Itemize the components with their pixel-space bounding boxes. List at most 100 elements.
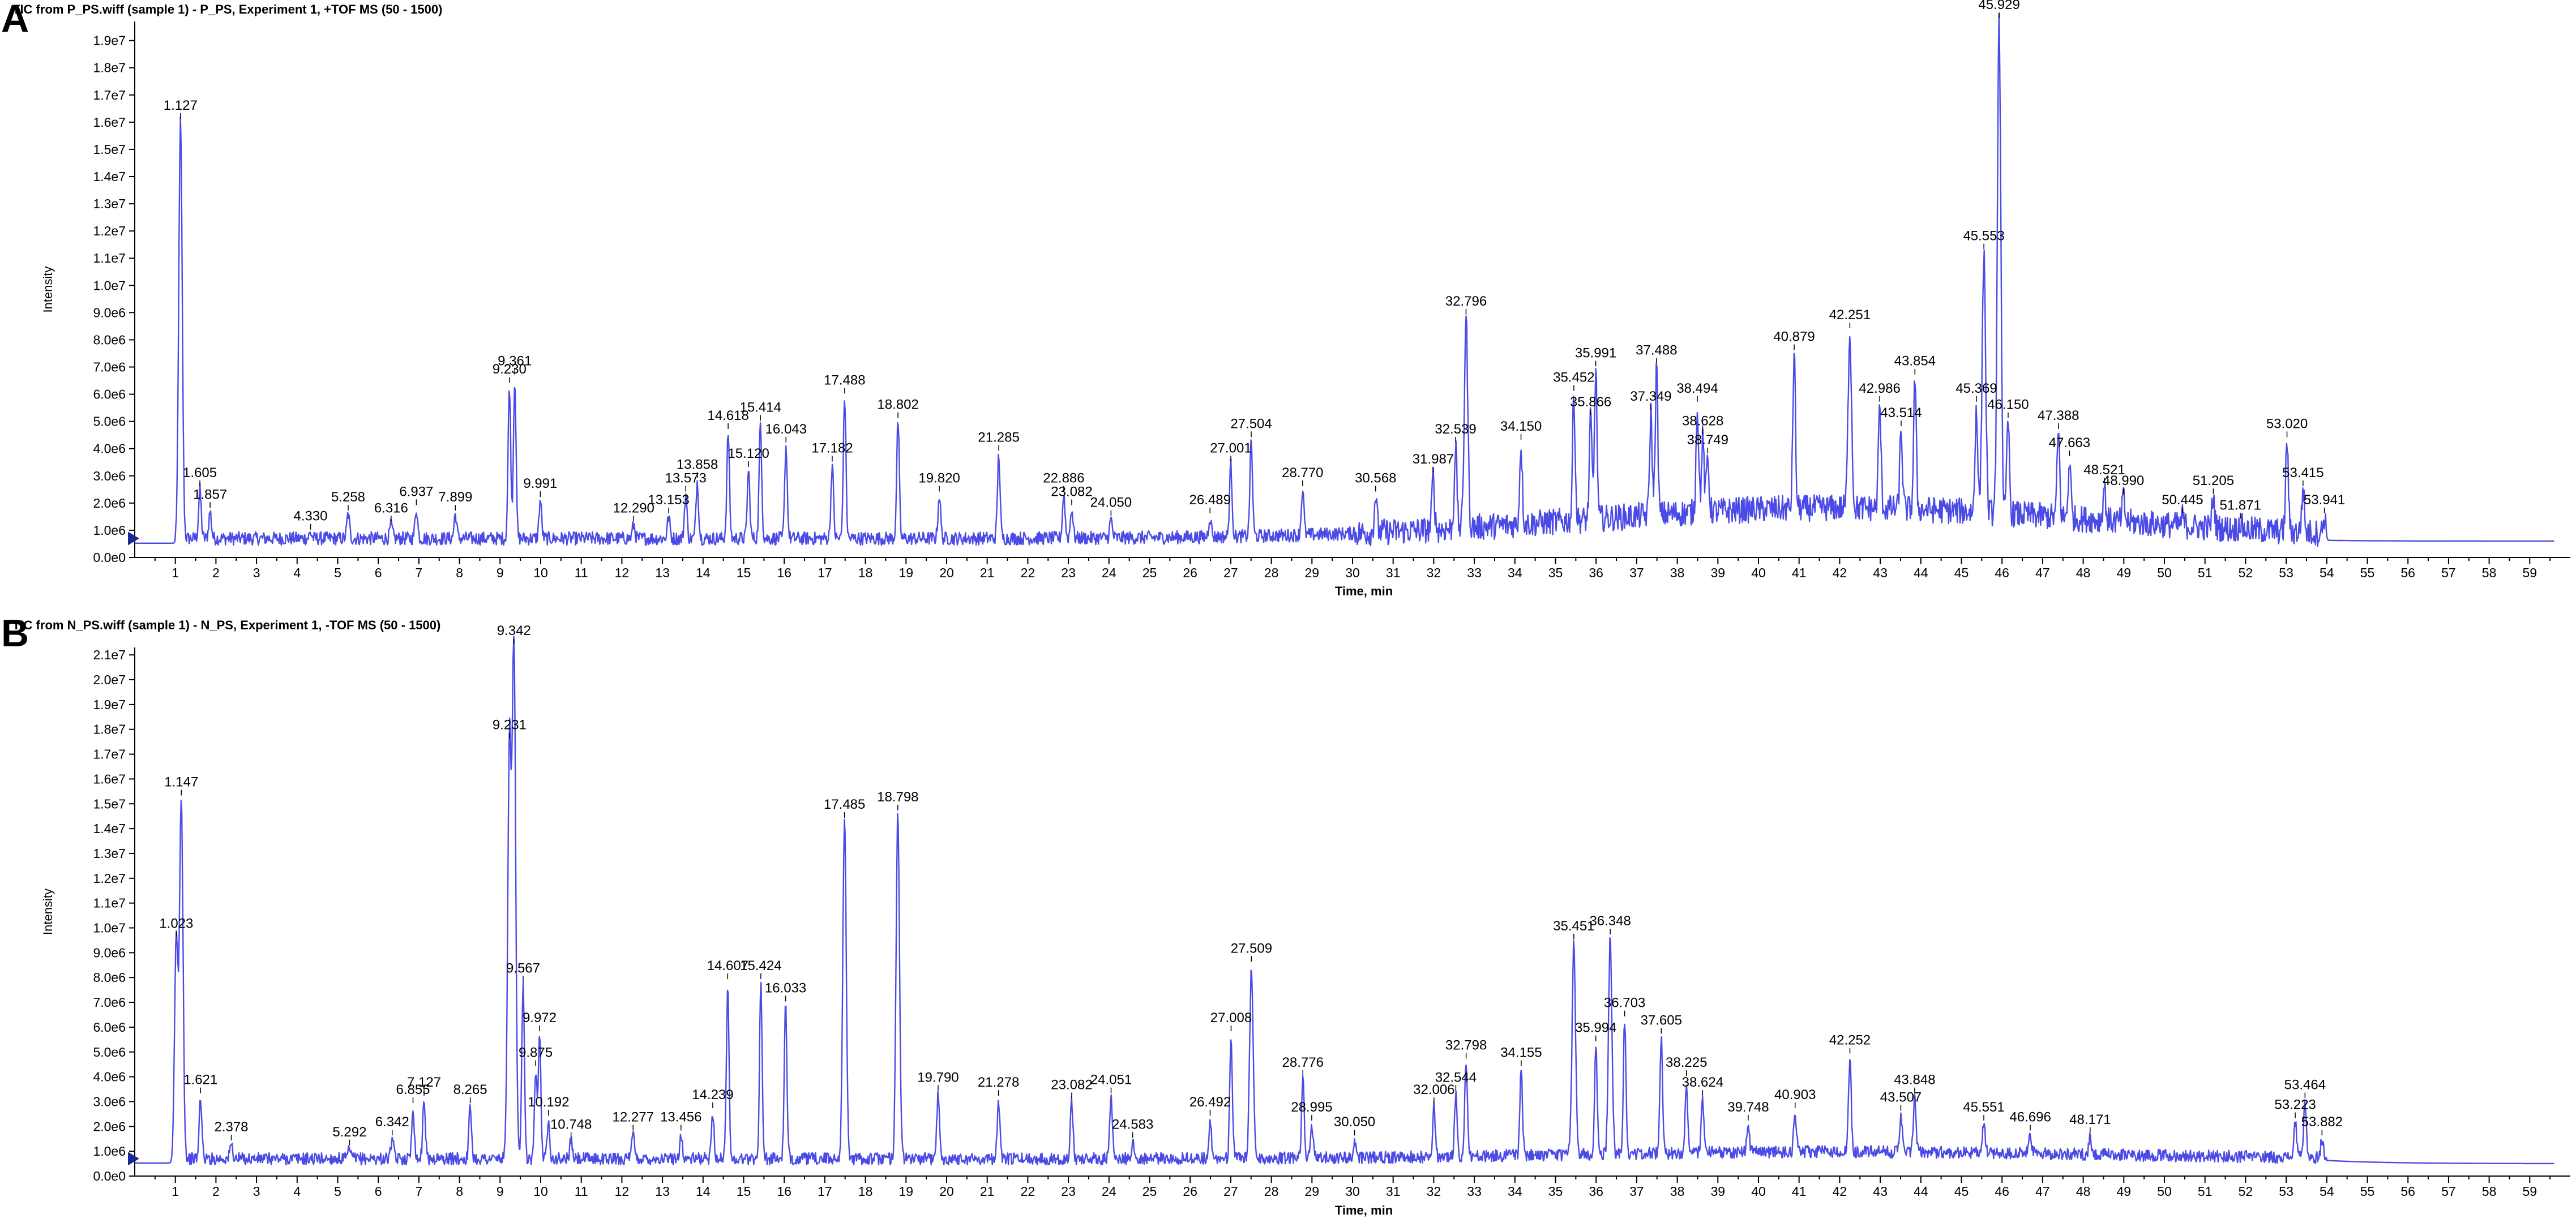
x-tick-label: 1	[172, 565, 179, 580]
peak-label: 4.330	[293, 509, 327, 524]
x-tick-label: 19	[899, 1184, 914, 1199]
x-tick-label: 34	[1508, 1184, 1522, 1199]
trace-start-marker-icon	[128, 1152, 139, 1166]
x-tick-label: 39	[1711, 565, 1726, 580]
x-tick-label: 13	[655, 1184, 670, 1199]
peak-label: 38.225	[1666, 1055, 1707, 1070]
y-tick-label: 1.8e7	[93, 722, 126, 737]
peak-label: 1.127	[164, 98, 198, 113]
peak-label: 7.127	[407, 1075, 441, 1090]
peak-label: 50.445	[2162, 492, 2203, 508]
x-tick-label: 10	[533, 565, 548, 580]
x-axis-title: Time, min	[1335, 584, 1393, 598]
peak-label: 37.488	[1636, 343, 1677, 358]
y-tick-label: 1.4e7	[93, 169, 126, 184]
chart-a-tic: 0.0e0 1.0e6 2.0e6 3.0e6 4.0e6 5.0e6 6.0e6 7.0e6…	[41, 0, 2570, 598]
x-tick-label: 43	[1873, 1184, 1888, 1199]
peak-label: 14.618	[707, 408, 748, 423]
peak-label: 16.033	[765, 980, 806, 996]
peak-label: 5.258	[331, 490, 365, 505]
y-tick-label: 1.0e7	[93, 921, 126, 936]
peak-label: 2.378	[214, 1119, 248, 1135]
peak-label: 9.991	[523, 476, 557, 491]
panel-b-letter: B	[1, 612, 29, 655]
x-tick-label: 49	[2117, 565, 2132, 580]
peak-label: 8.265	[453, 1082, 487, 1097]
y-tick-label: 1.2e7	[93, 871, 126, 886]
x-tick-label: 20	[939, 1184, 954, 1199]
peak-label: 23.082	[1051, 1077, 1092, 1092]
peak-label: 17.485	[824, 797, 865, 812]
peak-label: 26.489	[1189, 492, 1231, 508]
peak-label: 45.553	[1963, 229, 2004, 244]
x-tick-label: 22	[1021, 565, 1035, 580]
x-tick-label: 11	[575, 565, 588, 580]
x-tick-label: 36	[1589, 1184, 1603, 1199]
x-tick-label: 43	[1873, 565, 1888, 580]
peak-label: 14.607	[707, 958, 748, 973]
peak-label: 53.882	[2301, 1114, 2343, 1130]
y-tick-label: 7.0e6	[93, 360, 126, 375]
x-tick-label: 50	[2157, 565, 2172, 580]
x-tick-label: 11	[575, 1184, 588, 1199]
y-tick-label: 1.1e7	[93, 251, 126, 265]
peak-label: 15.414	[739, 400, 781, 415]
y-axis-title: Intensity	[41, 889, 55, 935]
x-tick-label: 27	[1223, 565, 1238, 580]
x-tick-label: 7	[416, 565, 423, 580]
peak-label: 38.624	[1682, 1075, 1723, 1090]
y-tick-label: 2.0e6	[93, 1119, 126, 1134]
peak-label: 5.292	[332, 1125, 366, 1140]
y-tick-label: 1.0e6	[93, 1144, 126, 1159]
x-tick-label: 5	[334, 1184, 341, 1199]
y-tick-label: 2.0e7	[93, 672, 126, 687]
y-tick-label: 3.0e6	[93, 1094, 126, 1109]
x-tick-label: 40	[1751, 565, 1766, 580]
x-tick-label: 28	[1264, 1184, 1279, 1199]
x-tick-label: 33	[1467, 1184, 1482, 1199]
peak-label: 53.464	[2284, 1077, 2326, 1092]
y-tick-label: 1.1e7	[93, 896, 126, 911]
peak-label: 28.995	[1291, 1100, 1332, 1115]
peak-label: 17.182	[811, 441, 853, 456]
peak-label: 30.050	[1334, 1114, 1375, 1130]
peak-label: 45.929	[1978, 0, 2019, 12]
x-tick-label: 58	[2482, 1184, 2497, 1199]
y-tick-label: 2.1e7	[93, 647, 126, 662]
peak-label: 51.871	[2219, 498, 2261, 513]
x-tick-label: 30	[1345, 1184, 1360, 1199]
x-tick-label: 57	[2441, 1184, 2456, 1199]
y-tick-label: 1.3e7	[93, 196, 126, 211]
peak-label: 46.150	[1987, 397, 2029, 413]
x-tick-label: 35	[1548, 1184, 1563, 1199]
peak-label: 24.050	[1090, 495, 1132, 510]
x-tick-label: 2	[212, 565, 220, 580]
peak-label: 45.551	[1963, 1100, 2004, 1115]
peak-label: 21.278	[978, 1075, 1019, 1090]
peak-label: 10.192	[528, 1095, 569, 1110]
peak-label: 40.903	[1774, 1087, 1816, 1102]
x-tick-label: 4	[293, 565, 301, 580]
x-tick-label: 24	[1102, 1184, 1116, 1199]
x-tick-label: 50	[2157, 1184, 2172, 1199]
peak-label: 15.120	[728, 446, 769, 461]
peak-label: 46.696	[2009, 1109, 2051, 1125]
x-tick-label: 16	[777, 1184, 791, 1199]
peak-label: 37.349	[1630, 389, 1671, 404]
peak-label: 13.456	[660, 1109, 701, 1125]
x-tick-label: 54	[2320, 565, 2334, 580]
x-tick-label: 42	[1833, 565, 1847, 580]
y-tick-label: 0.0e0	[93, 550, 126, 565]
x-tick-label: 47	[2035, 1184, 2050, 1199]
y-tick-label: 6.0e6	[93, 1020, 126, 1035]
y-tick-label: 1.8e7	[93, 61, 126, 75]
x-tick-label: 25	[1142, 1184, 1157, 1199]
x-tick-label: 13	[655, 565, 670, 580]
chart-b-tic: 0.0e0 1.0e6 2.0e6 3.0e6 4.0e6 5.0e6 6.0e6 7.0e6…	[41, 623, 2570, 1217]
y-axis-title: Intensity	[41, 267, 55, 313]
x-tick-label: 59	[2523, 565, 2538, 580]
peak-label: 37.605	[1641, 1013, 1682, 1028]
peak-label: 32.006	[1413, 1082, 1454, 1097]
x-tick-label: 37	[1629, 565, 1644, 580]
tic-trace-line	[134, 13, 2554, 547]
